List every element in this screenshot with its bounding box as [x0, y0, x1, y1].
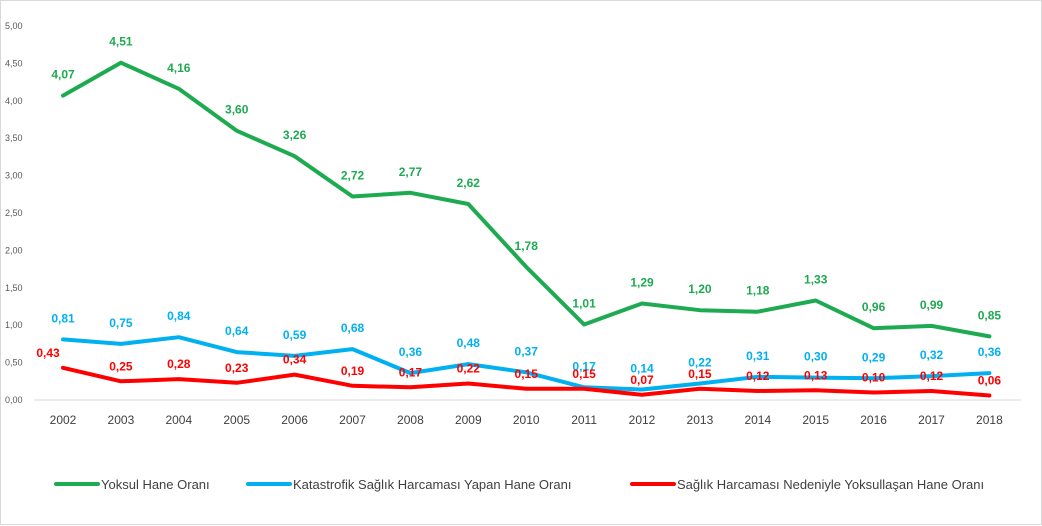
data-label: 1,20: [688, 282, 712, 296]
data-label: 1,33: [804, 273, 828, 287]
data-label: 0,85: [978, 308, 1002, 322]
y-tick-label: 2,50: [5, 208, 23, 218]
data-label: 0,15: [688, 367, 712, 381]
series-line: [61, 365, 992, 398]
data-label: 0,32: [920, 348, 944, 362]
x-tick-label: 2016: [860, 413, 887, 427]
y-tick-label: 4,50: [5, 58, 23, 68]
y-tick-label: 3,50: [5, 133, 23, 143]
data-label: 0,13: [804, 368, 828, 382]
y-tick-label: 1,50: [5, 283, 23, 293]
legend: Yoksul Hane Oranı Katastrofik Sağlık Harc…: [54, 477, 984, 492]
data-label: 4,51: [109, 35, 133, 49]
y-tick-label: 5,00: [5, 21, 23, 31]
y-tick-label: 0,00: [5, 395, 23, 405]
x-tick-label: 2005: [223, 413, 250, 427]
data-label: 1,78: [515, 239, 539, 253]
y-tick-label: 0,50: [5, 358, 23, 368]
axes: 0,00 0,50 1,00 1,50 2,00 2,50 3,00 3,50 4,00 4,50…: [5, 21, 1021, 427]
y-tick-label: 2,00: [5, 245, 23, 255]
data-label: 0,37: [515, 344, 539, 358]
legend-label: Yoksul Hane Oranı: [101, 477, 210, 492]
data-label: 0,17: [399, 365, 423, 379]
data-label: 0,96: [862, 300, 886, 314]
data-label: 0,17: [572, 359, 596, 373]
y-tick-label: 4,00: [5, 96, 23, 106]
data-label: 0,23: [225, 361, 249, 375]
y-tick-label: 1,00: [5, 320, 23, 330]
data-label: 0,15: [572, 367, 596, 381]
data-label: 1,18: [746, 284, 770, 298]
x-tick-label: 2011: [571, 413, 597, 427]
data-labels: 4,07 4,51 4,16 3,60 3,26 2,72 2,77 2,62 1,78 1,01…: [36, 35, 1001, 388]
data-label: 0,19: [341, 364, 365, 378]
x-tick-label: 2008: [397, 413, 424, 427]
data-label: 0,30: [804, 350, 828, 364]
data-label: 1,29: [630, 276, 654, 290]
data-label: 0,10: [862, 371, 886, 385]
series-lines: [61, 60, 992, 398]
x-tick-label: 2013: [687, 413, 714, 427]
legend-label: Katastrofik Sağlık Harcaması Yapan Hane …: [293, 477, 571, 492]
data-label: 0,25: [109, 359, 133, 373]
data-label: 0,06: [978, 374, 1002, 388]
x-tick-label: 2002: [50, 413, 77, 427]
data-label: 0,81: [51, 311, 75, 325]
x-tick-label: 2017: [918, 413, 945, 427]
data-label: 4,16: [167, 61, 191, 75]
x-tick-label: 2004: [165, 413, 192, 427]
data-label: 0,15: [515, 367, 539, 381]
data-label: 0,99: [920, 298, 944, 312]
x-tick-label: 2015: [802, 413, 829, 427]
data-label: 0,12: [746, 369, 770, 383]
x-tick-label: 2012: [629, 413, 656, 427]
data-label: 4,07: [51, 68, 75, 82]
data-label: 3,26: [283, 128, 307, 142]
data-label: 0,64: [225, 324, 249, 338]
data-label: 0,75: [109, 316, 133, 330]
data-label: 0,36: [978, 345, 1002, 359]
data-label: 2,72: [341, 169, 365, 183]
data-label: 1,01: [572, 296, 596, 310]
data-label: 0,07: [630, 373, 654, 387]
y-tick-label: 3,00: [5, 171, 23, 181]
series-line: [61, 60, 992, 339]
data-label: 0,22: [688, 356, 712, 370]
data-label: 0,68: [341, 321, 365, 335]
data-label: 0,28: [167, 357, 191, 371]
data-label: 0,22: [457, 362, 481, 376]
x-tick-label: 2006: [281, 413, 308, 427]
data-label: 0,36: [399, 345, 423, 359]
data-label: 0,14: [630, 362, 654, 376]
x-tick-label: 2010: [513, 413, 540, 427]
x-tick-label: 2018: [976, 413, 1003, 427]
data-label: 0,84: [167, 309, 191, 323]
data-label: 2,62: [457, 176, 481, 190]
series-line: [61, 335, 992, 392]
x-tick-label: 2007: [339, 413, 366, 427]
x-tick-label: 2014: [744, 413, 771, 427]
data-label: 0,34: [283, 353, 307, 367]
data-label: 0,31: [746, 349, 770, 363]
data-label: 2,77: [399, 165, 423, 179]
data-label: 0,48: [457, 336, 481, 350]
data-label: 0,59: [283, 328, 307, 342]
legend-label: Sağlık Harcaması Nedeniyle Yoksullaşan H…: [677, 477, 984, 492]
data-label: 0,12: [920, 369, 944, 383]
data-label: 3,60: [225, 103, 249, 117]
data-label: 0,43: [36, 346, 60, 360]
x-tick-label: 2009: [455, 413, 482, 427]
data-label: 0,29: [862, 350, 886, 364]
x-tick-label: 2003: [108, 413, 135, 427]
